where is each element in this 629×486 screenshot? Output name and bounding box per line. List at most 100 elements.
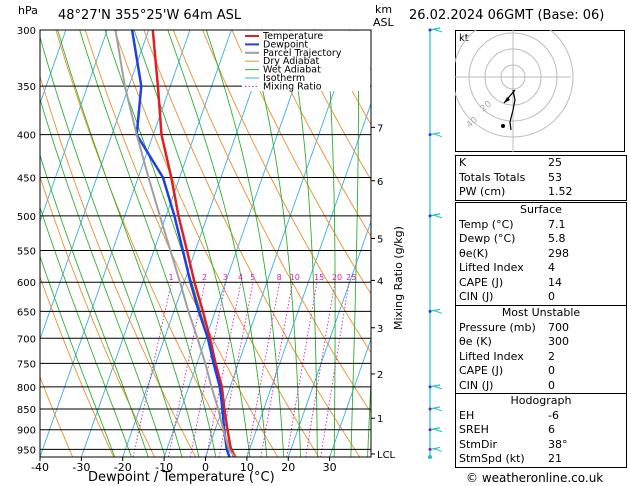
dry-adiabat-line bbox=[40, 175, 156, 457]
mixing-ratio-label: 15 bbox=[314, 273, 324, 282]
pressure-tick-label: 600 bbox=[17, 278, 36, 289]
x-tick-label: 20 bbox=[281, 461, 295, 474]
legend-entry: Dewpoint bbox=[263, 39, 308, 50]
wind-barb bbox=[429, 384, 441, 388]
legend-entry: Temperature bbox=[262, 31, 323, 42]
wind-barb-point bbox=[428, 428, 432, 432]
mixing-ratio-line bbox=[246, 282, 281, 457]
isotherm-line bbox=[40, 30, 108, 223]
mu-row: CIN (J) 0 bbox=[459, 378, 555, 392]
x-tick-label: -40 bbox=[31, 461, 49, 474]
pressure-tick-label: 850 bbox=[17, 405, 36, 416]
pressure-tick-label: 950 bbox=[17, 445, 36, 456]
index-pw: PW (cm) 1.52 bbox=[459, 185, 573, 198]
wet-adiabat-line bbox=[325, 30, 336, 457]
hodo-row: EH -6 bbox=[459, 408, 559, 422]
location-title: 48°27'N 355°25'W 64m ASL bbox=[58, 8, 242, 23]
legend-entry: Isotherm bbox=[263, 73, 305, 84]
dry-adiabat-line bbox=[231, 30, 371, 295]
isotherm-line bbox=[246, 102, 371, 457]
wind-barb-point bbox=[428, 214, 432, 218]
mixing-ratio-line bbox=[320, 282, 350, 457]
mixing-ratio-line bbox=[305, 282, 336, 457]
wind-barb bbox=[432, 214, 443, 219]
mixing-ratio-label: 1 bbox=[169, 273, 174, 282]
dry-adiabat-line bbox=[40, 74, 197, 457]
mu-row: Lifted Index 2 bbox=[459, 349, 555, 363]
index-k: K 25 bbox=[459, 156, 562, 169]
wind-barb bbox=[429, 27, 441, 31]
mixing-ratio-label: 3 bbox=[223, 273, 228, 282]
wet-adiabat-line bbox=[133, 30, 251, 457]
isotherm-line bbox=[287, 220, 371, 457]
isotherm-line bbox=[122, 30, 274, 457]
legend-entry: Dry Adiabat bbox=[263, 56, 320, 67]
wet-adiabat-line bbox=[205, 30, 285, 457]
dry-adiabat-line bbox=[143, 30, 361, 457]
wind-barb bbox=[429, 213, 441, 217]
wind-barb bbox=[429, 406, 441, 410]
plot-frame bbox=[39, 29, 372, 458]
dry-adiabat-line bbox=[40, 375, 74, 457]
dry-adiabat-line bbox=[260, 30, 371, 238]
copyright-footer: © weatheronline.co.uk bbox=[466, 471, 604, 485]
legend-entry: Parcel Trajectory bbox=[263, 48, 342, 59]
mixing-ratio-axis-label: Mixing Ratio (g/kg) bbox=[392, 226, 405, 330]
x-tick-label: 10 bbox=[240, 461, 254, 474]
wind-barb bbox=[432, 385, 443, 390]
most-unstable-table: Most Unstable Pressure (mb) 700 θe (K) 300… bbox=[455, 305, 627, 394]
dry-adiabat-line bbox=[84, 30, 279, 457]
isotherm-line bbox=[80, 30, 232, 457]
isotherm-line bbox=[329, 337, 371, 457]
wind-barb-point bbox=[428, 407, 432, 411]
km-tick-label: 6 bbox=[377, 177, 383, 188]
wind-barb bbox=[432, 447, 443, 452]
isotherm-line bbox=[163, 30, 315, 457]
mixing-ratio-label: 5 bbox=[250, 273, 255, 282]
dry-adiabat-line bbox=[114, 30, 320, 457]
wind-barb-point bbox=[428, 28, 432, 32]
isotherm-line bbox=[40, 30, 150, 341]
series-temperature bbox=[151, 30, 237, 457]
most-unstable-title: Most Unstable bbox=[501, 306, 581, 319]
wind-barb-point bbox=[428, 385, 432, 389]
mixing-ratio-line bbox=[218, 282, 254, 457]
wind-barb bbox=[429, 308, 441, 312]
mixing-ratio-label: 4 bbox=[238, 273, 243, 282]
wind-barb bbox=[432, 133, 443, 138]
pressure-tick-label: 750 bbox=[17, 359, 36, 370]
surface-row: CAPE (J) 14 bbox=[459, 275, 562, 289]
surface-row: θe(K) 298 bbox=[459, 246, 569, 260]
km-tick-label: 4 bbox=[377, 276, 383, 287]
mu-row: θe (K) 300 bbox=[459, 335, 569, 348]
index-totals: Totals Totals 53 bbox=[459, 170, 562, 184]
x-tick-label: 0 bbox=[202, 461, 209, 474]
hodograph-unit-label: kt bbox=[459, 33, 469, 44]
km-tick-label: 2 bbox=[377, 370, 383, 381]
series-dewpoint bbox=[130, 30, 231, 457]
x-tick-label: -20 bbox=[114, 461, 132, 474]
surface-row: CIN (J) 0 bbox=[459, 290, 555, 303]
pressure-tick-label: 700 bbox=[17, 334, 36, 345]
hodo-row: SREH 6 bbox=[459, 423, 555, 436]
datetime-title: 26.02.2024 06GMT (Base: 06) bbox=[409, 8, 605, 23]
wind-barb bbox=[432, 28, 443, 33]
dry-adiabat-line bbox=[202, 30, 371, 354]
x-tick-label: -30 bbox=[72, 461, 90, 474]
surface-row: Lifted Index 4 bbox=[459, 261, 555, 274]
wind-barb bbox=[429, 132, 441, 136]
pressure-tick-label: 300 bbox=[17, 26, 36, 37]
dry-adiabat-line bbox=[290, 30, 371, 181]
hodograph-table: Hodograph EH -6 SREH 6 StmDir 38° StmSpd (k… bbox=[455, 393, 627, 468]
x-axis-label: Dewpoint / Temperature (°C) bbox=[88, 470, 275, 485]
x-tick-label: 30 bbox=[323, 461, 337, 474]
legend-background bbox=[242, 31, 370, 91]
km-unit: km bbox=[375, 3, 393, 16]
wind-barb bbox=[429, 427, 441, 431]
pressure-tick-label: 550 bbox=[17, 247, 36, 258]
asl-unit: ASL bbox=[373, 16, 394, 29]
pressure-tick-label: 400 bbox=[17, 131, 36, 142]
mixing-ratio-line bbox=[189, 282, 227, 457]
wind-barb-point bbox=[428, 133, 432, 137]
